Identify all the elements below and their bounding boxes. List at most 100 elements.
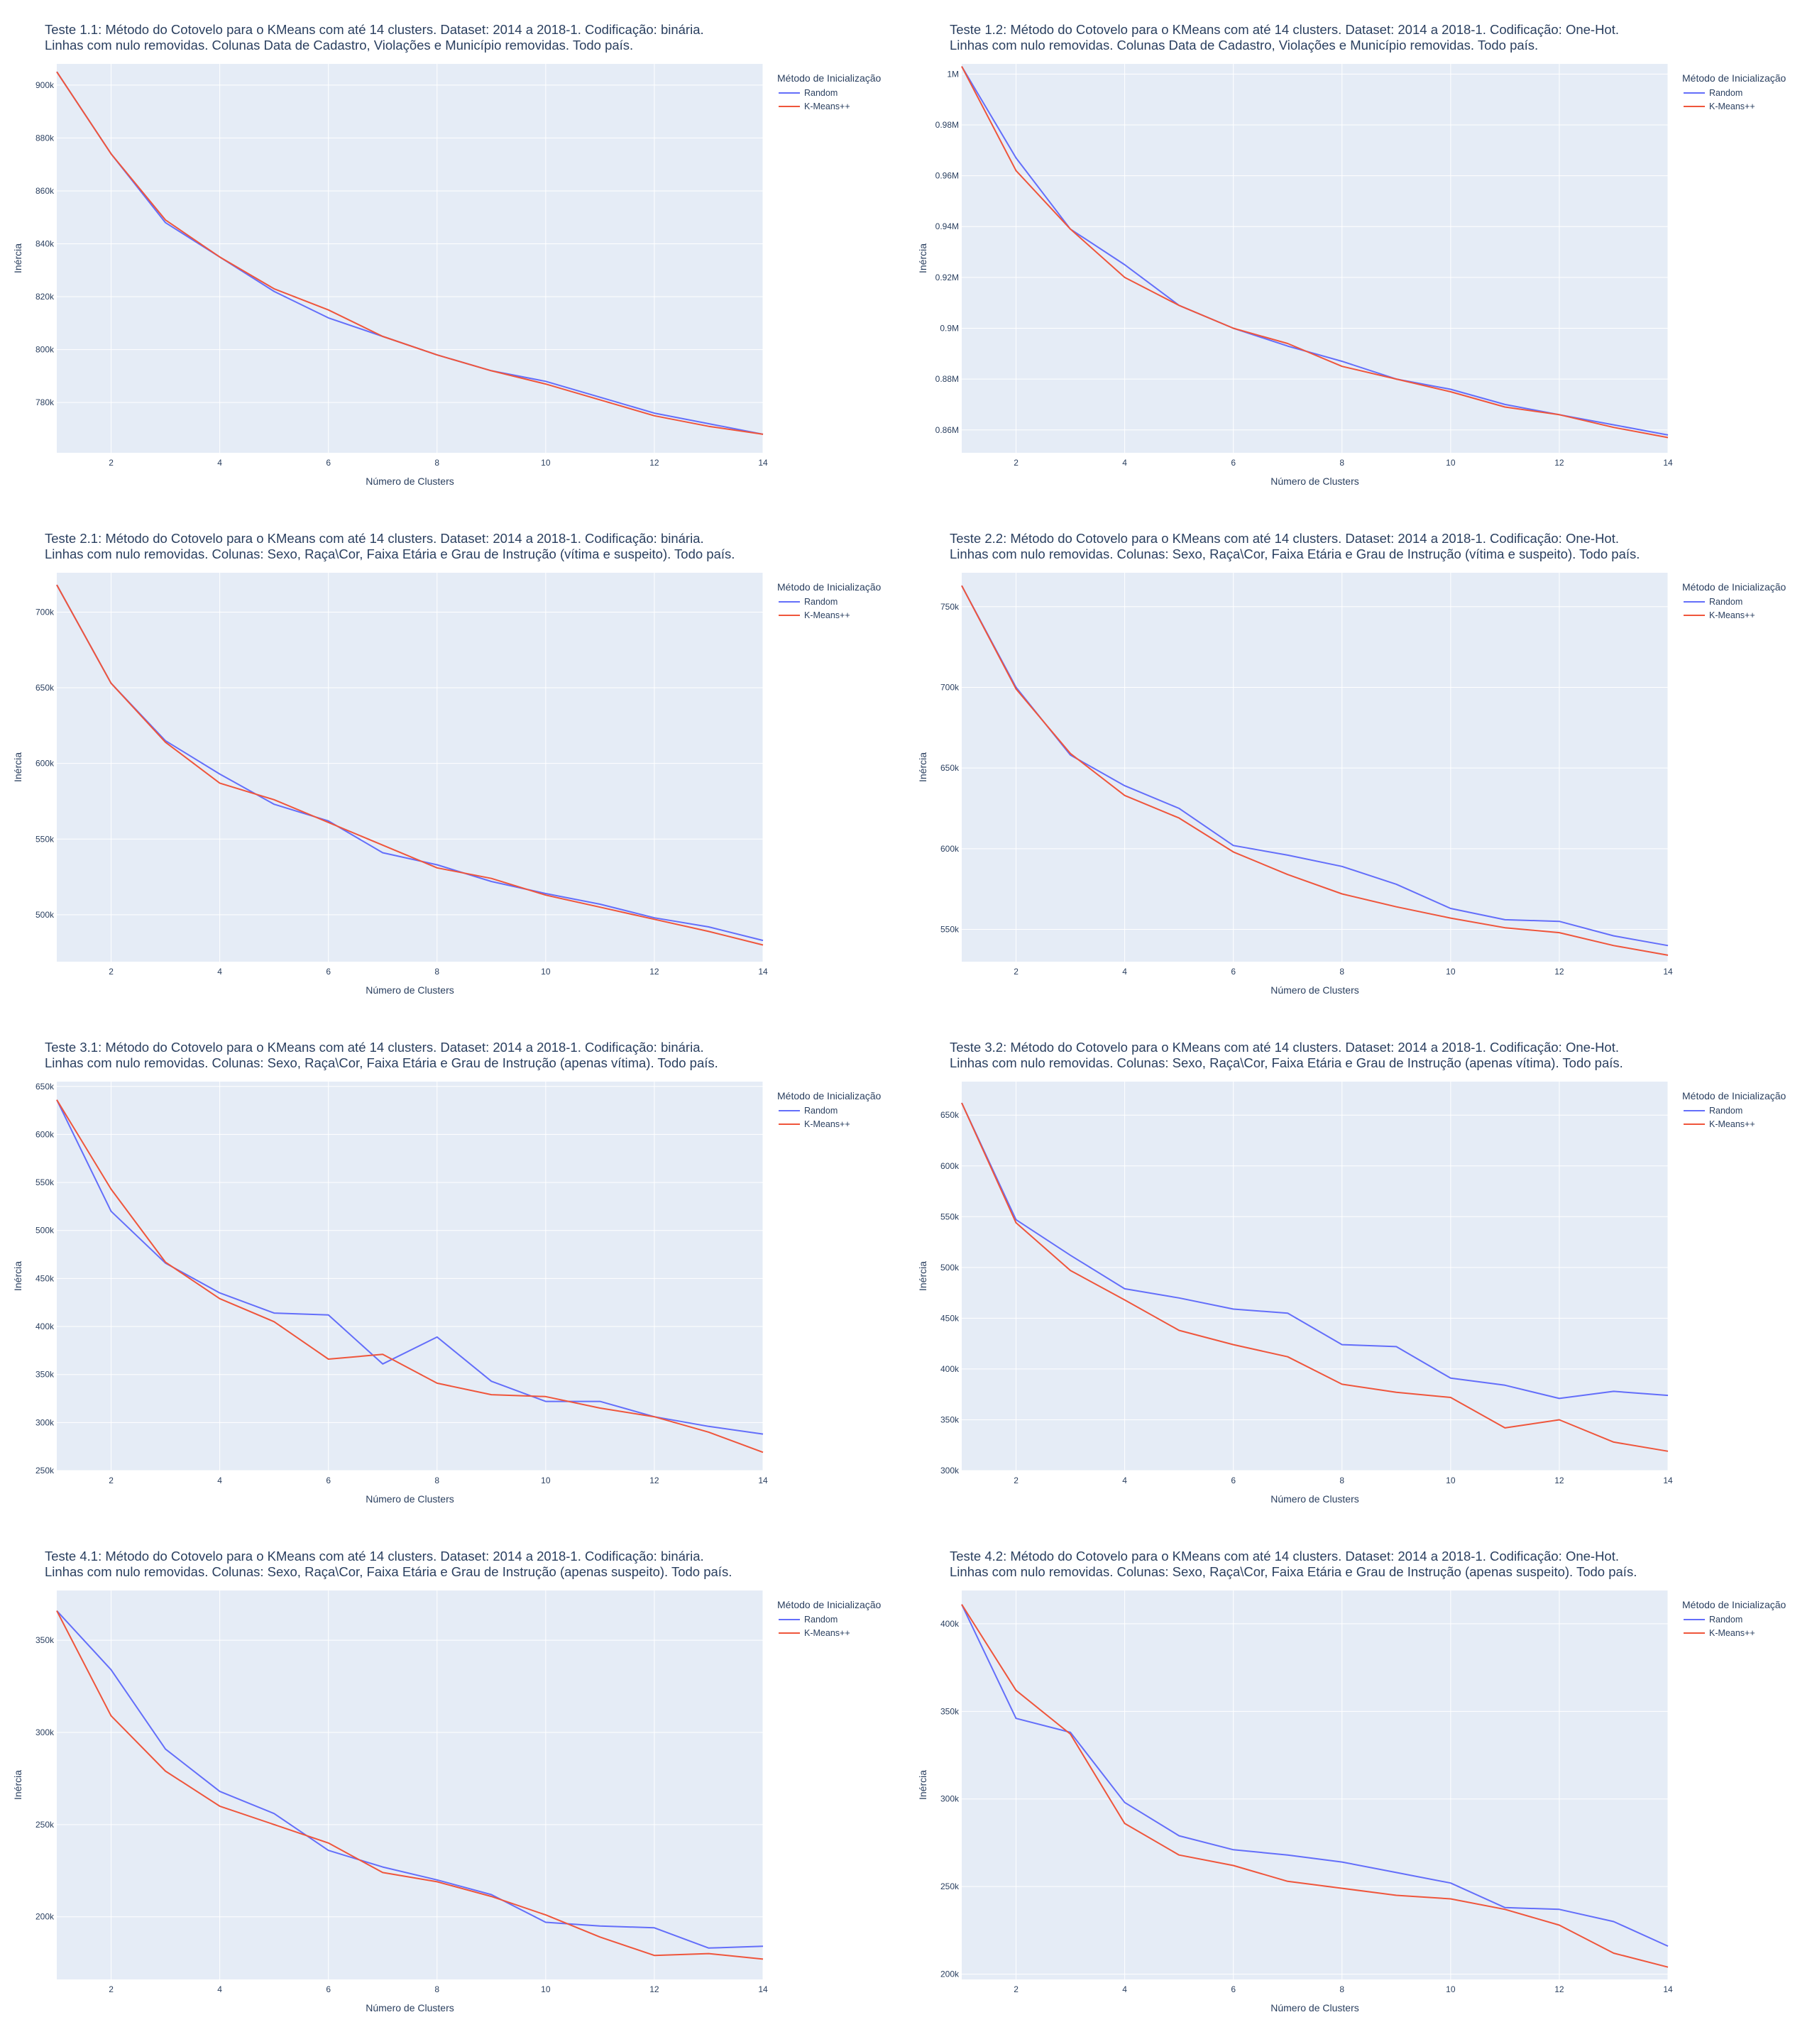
y-tick-label: 400k bbox=[940, 1619, 960, 1629]
y-tick-label: 300k bbox=[940, 1466, 960, 1476]
y-axis-title: Inércia bbox=[917, 243, 928, 273]
x-tick-label: 4 bbox=[1122, 458, 1127, 468]
legend-title: Método de Inicialização bbox=[777, 1090, 882, 1101]
x-tick-label: 8 bbox=[434, 1984, 439, 1994]
y-tick-label: 1M bbox=[947, 69, 959, 79]
x-tick-label: 2 bbox=[1014, 1476, 1019, 1485]
x-tick-label: 14 bbox=[1663, 1476, 1673, 1485]
chart-panel: Teste 1.1: Método do Cotovelo para o KMe… bbox=[0, 0, 908, 511]
x-tick-label: 6 bbox=[1231, 967, 1236, 977]
y-tick-label: 350k bbox=[35, 1370, 55, 1380]
plot-area bbox=[57, 1082, 763, 1471]
y-tick-label: 880k bbox=[35, 133, 55, 143]
legend-random-label: Random bbox=[1709, 1106, 1742, 1116]
chart-panel: Teste 4.1: Método do Cotovelo para o KMe… bbox=[0, 1527, 908, 2038]
y-tick-label: 600k bbox=[35, 1129, 55, 1139]
x-tick-label: 2 bbox=[109, 458, 114, 468]
line-chart: Teste 3.2: Método do Cotovelo para o KMe… bbox=[917, 1040, 1786, 1505]
y-tick-label: 0.96M bbox=[935, 171, 959, 181]
y-tick-label: 450k bbox=[35, 1273, 55, 1283]
x-tick-label: 8 bbox=[434, 1476, 439, 1485]
y-tick-label: 0.9M bbox=[940, 323, 959, 333]
x-axis-title: Número de Clusters bbox=[1270, 2002, 1359, 2013]
chart-title-line: Linhas com nulo removidas. Colunas Data … bbox=[950, 38, 1538, 53]
y-tick-label: 450k bbox=[940, 1313, 960, 1323]
chart-title-line: Teste 4.2: Método do Cotovelo para o KMe… bbox=[950, 1549, 1619, 1564]
legend-title: Método de Inicialização bbox=[777, 1599, 882, 1610]
x-tick-label: 4 bbox=[1122, 967, 1127, 977]
kmeanspp-series-line bbox=[961, 1102, 1669, 1452]
line-chart: Teste 2.1: Método do Cotovelo para o KMe… bbox=[12, 531, 882, 996]
y-tick-label: 0.98M bbox=[935, 120, 959, 130]
y-tick-label: 0.92M bbox=[935, 273, 959, 282]
x-tick-label: 12 bbox=[1554, 967, 1564, 977]
x-tick-label: 10 bbox=[1446, 458, 1456, 468]
kmeanspp-series-line bbox=[56, 71, 764, 435]
legend-random-label: Random bbox=[804, 1615, 838, 1625]
y-tick-label: 300k bbox=[35, 1417, 55, 1427]
chart-title-line: Linhas com nulo removidas. Colunas: Sexo… bbox=[45, 1055, 718, 1070]
line-chart: Teste 4.2: Método do Cotovelo para o KMe… bbox=[917, 1549, 1786, 2013]
legend-title: Método de Inicialização bbox=[1682, 1599, 1786, 1610]
y-tick-label: 350k bbox=[940, 1706, 960, 1716]
plot-area bbox=[57, 64, 763, 453]
chart-title-line: Linhas com nulo removidas. Colunas: Sexo… bbox=[950, 546, 1640, 561]
plot-area bbox=[962, 1082, 1668, 1471]
x-tick-label: 6 bbox=[326, 1476, 331, 1485]
y-tick-label: 250k bbox=[940, 1881, 960, 1891]
plot-area bbox=[962, 64, 1668, 453]
x-tick-label: 12 bbox=[649, 1476, 659, 1485]
legend-random-label: Random bbox=[1709, 88, 1742, 98]
x-tick-label: 2 bbox=[1014, 1984, 1019, 1994]
legend-title: Método de Inicialização bbox=[777, 72, 882, 84]
legend-random-label: Random bbox=[804, 1106, 838, 1116]
y-axis-title: Inércia bbox=[12, 752, 23, 782]
legend-kmeanspp-label: K-Means++ bbox=[1709, 1119, 1755, 1129]
x-tick-label: 8 bbox=[1339, 1476, 1344, 1485]
random-series-line bbox=[961, 1102, 1669, 1400]
legend-title: Método de Inicialização bbox=[777, 581, 882, 593]
y-tick-label: 0.86M bbox=[935, 425, 959, 435]
y-tick-label: 500k bbox=[35, 910, 55, 920]
legend-title: Método de Inicialização bbox=[1682, 581, 1786, 593]
chart-panel: Teste 3.2: Método do Cotovelo para o KMe… bbox=[905, 1018, 1813, 1529]
y-tick-label: 0.88M bbox=[935, 374, 959, 384]
y-tick-label: 600k bbox=[35, 759, 55, 769]
y-tick-label: 250k bbox=[35, 1820, 55, 1830]
chart-title-line: Linhas com nulo removidas. Colunas: Sexo… bbox=[950, 1564, 1637, 1579]
x-tick-label: 6 bbox=[1231, 458, 1236, 468]
chart-title-line: Teste 3.1: Método do Cotovelo para o KMe… bbox=[45, 1040, 704, 1055]
x-tick-label: 14 bbox=[1663, 458, 1673, 468]
line-chart: Teste 2.2: Método do Cotovelo para o KMe… bbox=[917, 531, 1786, 996]
y-tick-label: 350k bbox=[940, 1414, 960, 1424]
x-tick-label: 6 bbox=[326, 967, 331, 977]
y-tick-label: 750k bbox=[940, 602, 960, 612]
kmeanspp-series-line bbox=[961, 66, 1669, 439]
chart-title-line: Teste 4.1: Método do Cotovelo para o KMe… bbox=[45, 1549, 704, 1564]
legend-kmeanspp-label: K-Means++ bbox=[1709, 101, 1755, 111]
x-tick-label: 12 bbox=[649, 967, 659, 977]
chart-title-line: Teste 1.2: Método do Cotovelo para o KMe… bbox=[950, 22, 1619, 37]
y-tick-label: 840k bbox=[35, 238, 55, 248]
chart-panel: Teste 2.2: Método do Cotovelo para o KMe… bbox=[905, 509, 1813, 1020]
chart-title-line: Linhas com nulo removidas. Colunas: Sexo… bbox=[45, 1564, 732, 1579]
x-tick-label: 14 bbox=[758, 458, 768, 468]
y-axis-title: Inércia bbox=[917, 752, 928, 782]
chart-panel: Teste 4.2: Método do Cotovelo para o KMe… bbox=[905, 1527, 1813, 2038]
x-tick-label: 10 bbox=[1446, 967, 1456, 977]
x-axis-title: Número de Clusters bbox=[1270, 476, 1359, 487]
kmeanspp-series-line bbox=[961, 1604, 1669, 1968]
y-axis-title: Inércia bbox=[12, 1770, 23, 1800]
x-tick-label: 8 bbox=[434, 967, 439, 977]
x-tick-label: 2 bbox=[109, 1476, 114, 1485]
x-tick-label: 4 bbox=[1122, 1984, 1127, 1994]
x-tick-label: 10 bbox=[541, 1984, 551, 1994]
y-axis-title: Inércia bbox=[917, 1770, 928, 1800]
x-tick-label: 12 bbox=[1554, 1984, 1564, 1994]
y-tick-label: 600k bbox=[940, 1161, 960, 1171]
y-tick-label: 600k bbox=[940, 844, 960, 854]
y-tick-label: 500k bbox=[35, 1226, 55, 1236]
x-tick-label: 4 bbox=[217, 1984, 222, 1994]
x-tick-label: 8 bbox=[1339, 458, 1344, 468]
